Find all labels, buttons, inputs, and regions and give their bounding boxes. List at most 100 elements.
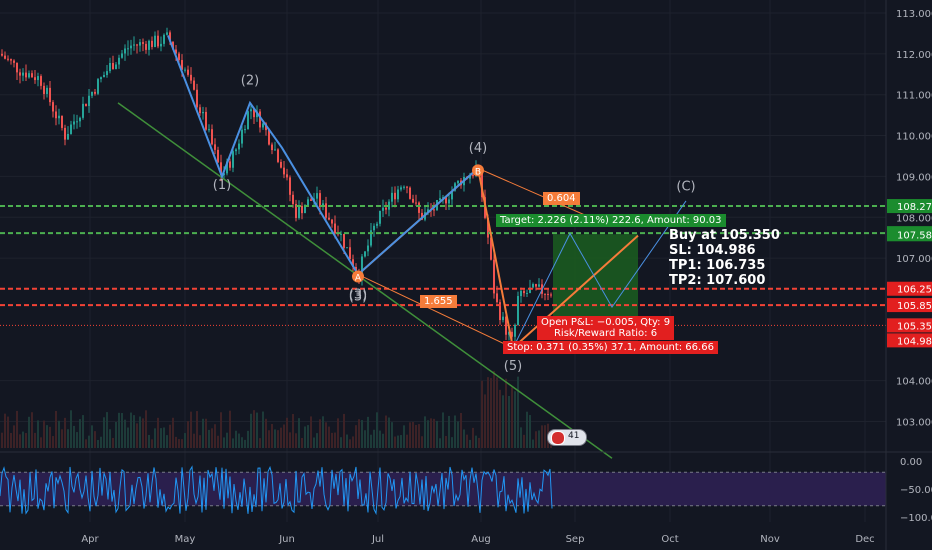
volume-bar <box>88 435 90 448</box>
volume-bar <box>532 439 534 448</box>
volume-bar <box>451 437 453 448</box>
candle-body <box>181 60 183 70</box>
trade-sl: SL: 104.986 <box>669 243 756 258</box>
volume-bar <box>361 420 363 448</box>
volume-bar <box>517 376 519 448</box>
price-tag <box>887 298 932 313</box>
candle-body <box>4 55 6 59</box>
candle-body <box>319 193 321 208</box>
volume-bar <box>178 439 180 448</box>
volume-bar <box>373 429 375 448</box>
candle-body <box>253 109 255 118</box>
candle-body <box>31 73 33 78</box>
badge-count: 41 <box>568 431 580 441</box>
candle-body <box>514 324 516 337</box>
volume-bar <box>448 415 450 448</box>
volume-bar <box>370 434 372 448</box>
volume-bar <box>4 413 6 448</box>
volume-bar <box>460 412 462 448</box>
candle-body <box>418 202 420 213</box>
price-tick-label: 112.000 <box>896 50 932 61</box>
volume-bar <box>70 410 72 448</box>
candle-body <box>76 121 78 123</box>
volume-bar <box>154 428 156 448</box>
volume-bar <box>187 421 189 448</box>
volume-bar <box>337 418 339 448</box>
candle-body <box>79 117 81 122</box>
candle-body <box>37 76 39 81</box>
price-tag <box>887 318 932 333</box>
price-tag <box>887 199 932 214</box>
volume-bar <box>505 378 507 448</box>
volume-bar <box>115 421 117 448</box>
candle-body <box>58 115 60 119</box>
volume-bar <box>91 425 93 448</box>
volume-bar <box>31 412 33 448</box>
candle-body <box>439 198 441 200</box>
volume-bar <box>379 430 381 448</box>
volume-bar <box>514 391 516 448</box>
volume-bar <box>202 418 204 448</box>
candle-body <box>286 174 288 178</box>
volume-bar <box>73 425 75 448</box>
trendline <box>117 102 613 459</box>
price-tag-label: 106.250 <box>897 285 932 296</box>
volume-bar <box>289 432 291 448</box>
candle-body <box>43 85 45 94</box>
volume-bar <box>94 431 96 448</box>
osc-line <box>0 465 553 516</box>
candle-body <box>187 69 189 75</box>
candle-body <box>295 203 297 218</box>
time-tick-label: Jun <box>278 534 295 545</box>
candle-body <box>178 53 180 61</box>
volume-bar <box>466 434 468 448</box>
candle-body <box>100 77 102 80</box>
candle-body <box>400 187 402 190</box>
time-tick-label: Jul <box>371 534 384 545</box>
volume-bar <box>34 432 36 448</box>
wave-marker <box>352 270 364 283</box>
wave-label: (4) <box>469 141 487 156</box>
trade-note: Buy at 105.350 SL: 104.986 TP1: 106.735 … <box>669 228 780 288</box>
volume-bar <box>196 411 198 448</box>
candle-body <box>304 206 306 214</box>
volume-bar <box>262 411 264 448</box>
candle-body <box>85 103 87 106</box>
candle-body <box>547 293 549 295</box>
candle-body <box>40 76 42 86</box>
volume-bar <box>292 414 294 448</box>
candle-body <box>103 74 105 78</box>
volume-bar <box>250 413 252 448</box>
wave-label: (3) <box>349 288 367 303</box>
volume-bar <box>148 434 150 448</box>
candle-body <box>364 251 366 257</box>
candlesticks[interactable] <box>1 27 552 344</box>
volume-bar <box>358 419 360 448</box>
volume-bar <box>85 439 87 448</box>
candle-body <box>109 63 111 72</box>
candle-body <box>487 217 489 238</box>
rr-text: Risk/Reward Ratio: 6 <box>553 328 658 339</box>
candle-body <box>511 331 513 337</box>
candle-body <box>433 209 435 211</box>
axes: 113.000 112.000 111.000 110.000 109.000 108.0… <box>81 0 932 550</box>
horizontal-levels[interactable] <box>0 205 886 326</box>
volume-bar <box>454 415 456 448</box>
volume-bar <box>61 429 63 448</box>
volume-bar <box>409 422 411 448</box>
event-badge[interactable]: 41 <box>547 429 587 446</box>
volume-bar <box>37 420 39 448</box>
volume-bar <box>1 432 3 448</box>
volume-bar <box>217 435 219 448</box>
price-tag-label: 104.986 <box>897 336 932 347</box>
volume-bar <box>238 433 240 448</box>
candle-body <box>211 129 213 145</box>
candle-body <box>406 186 408 188</box>
volume-bar <box>277 430 279 448</box>
volume-bar <box>541 425 543 448</box>
volume-bar <box>64 417 66 448</box>
volume-bar <box>55 410 57 448</box>
candle-body <box>241 129 243 144</box>
candle-body <box>421 212 423 220</box>
